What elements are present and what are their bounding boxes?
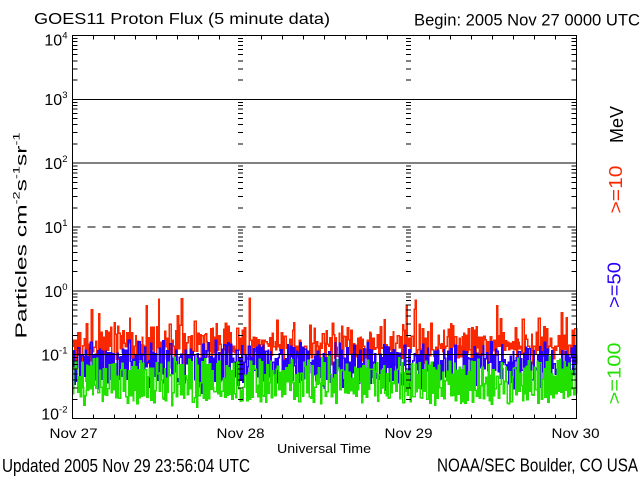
svg-text:>=50: >=50 (605, 262, 625, 308)
svg-text:10-2: 10-2 (41, 405, 67, 424)
svg-text:10-1: 10-1 (41, 346, 67, 365)
svg-text:Nov 30: Nov 30 (552, 425, 600, 441)
svg-text:Begin: 2005 Nov 27 0000 UTC: Begin: 2005 Nov 27 0000 UTC (414, 11, 640, 30)
svg-text:Particles cm-2s-1sr-1: Particles cm-2s-1sr-1 (12, 133, 31, 339)
svg-text:102: 102 (44, 154, 67, 173)
svg-text:Nov 28: Nov 28 (217, 425, 265, 441)
svg-text:Updated 2005 Nov 29 23:56:04 U: Updated 2005 Nov 29 23:56:04 UTC (2, 456, 250, 476)
svg-text:GOES11 Proton Flux (5 minute d: GOES11 Proton Flux (5 minute data) (34, 11, 330, 28)
svg-text:>=100: >=100 (605, 343, 625, 405)
svg-text:Nov 27: Nov 27 (50, 425, 98, 441)
svg-text:101: 101 (44, 218, 67, 237)
svg-text:Nov 29: Nov 29 (385, 425, 433, 441)
svg-text:>=10: >=10 (606, 166, 626, 214)
svg-text:104: 104 (44, 31, 67, 50)
svg-text:NOAA/SEC Boulder, CO USA: NOAA/SEC Boulder, CO USA (437, 456, 638, 476)
svg-text:Universal Time: Universal Time (277, 441, 371, 456)
svg-text:100: 100 (44, 282, 67, 301)
svg-text:MeV: MeV (607, 106, 627, 143)
svg-text:103: 103 (44, 90, 67, 109)
